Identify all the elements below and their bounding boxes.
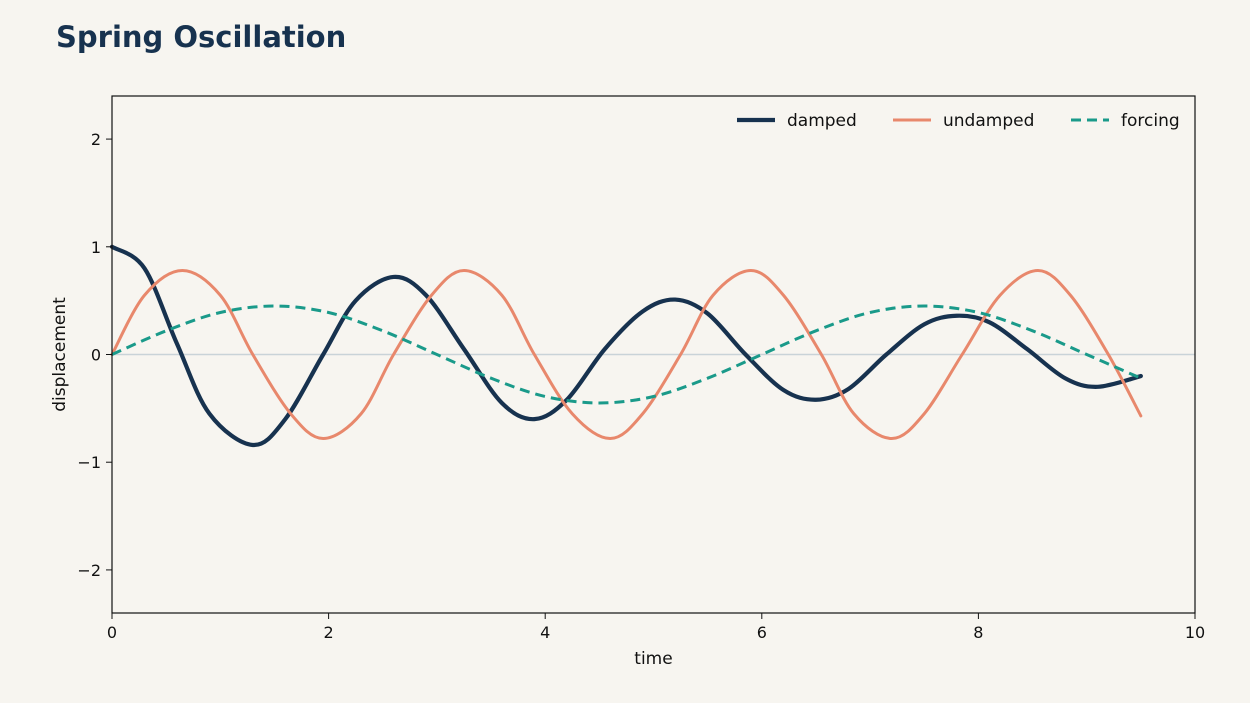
y-tick-label: 0: [91, 346, 101, 365]
series-layer: [109, 244, 1143, 448]
y-tick-label: 1: [91, 238, 101, 257]
x-tick-label: 6: [757, 623, 767, 642]
series-line-damped: [109, 244, 1143, 448]
y-tick-label: 2: [91, 130, 101, 149]
x-tick-label: 2: [324, 623, 334, 642]
x-axis-label: time: [634, 649, 672, 669]
series-line-forcing: [111, 304, 1142, 405]
legend-label-forcing: forcing: [1121, 111, 1180, 131]
legend-label-undamped: undamped: [943, 111, 1034, 131]
y-axis-label: displacement: [50, 297, 70, 412]
legend-label-damped: damped: [787, 111, 857, 131]
ticks-layer: 0 2 4 6 8 10 −2 −1 0 1 2: [77, 130, 1205, 642]
y-tick-label: −2: [77, 561, 101, 580]
x-tick-label: 10: [1185, 623, 1205, 642]
x-tick-label: 8: [973, 623, 983, 642]
x-tick-label: 4: [540, 623, 550, 642]
series-line-undamped: [110, 268, 1143, 441]
chart-title: Spring Oscillation: [56, 20, 347, 54]
legend: damped undamped forcing: [737, 111, 1180, 131]
x-tick-label: 0: [107, 623, 117, 642]
y-tick-label: −1: [77, 453, 101, 472]
